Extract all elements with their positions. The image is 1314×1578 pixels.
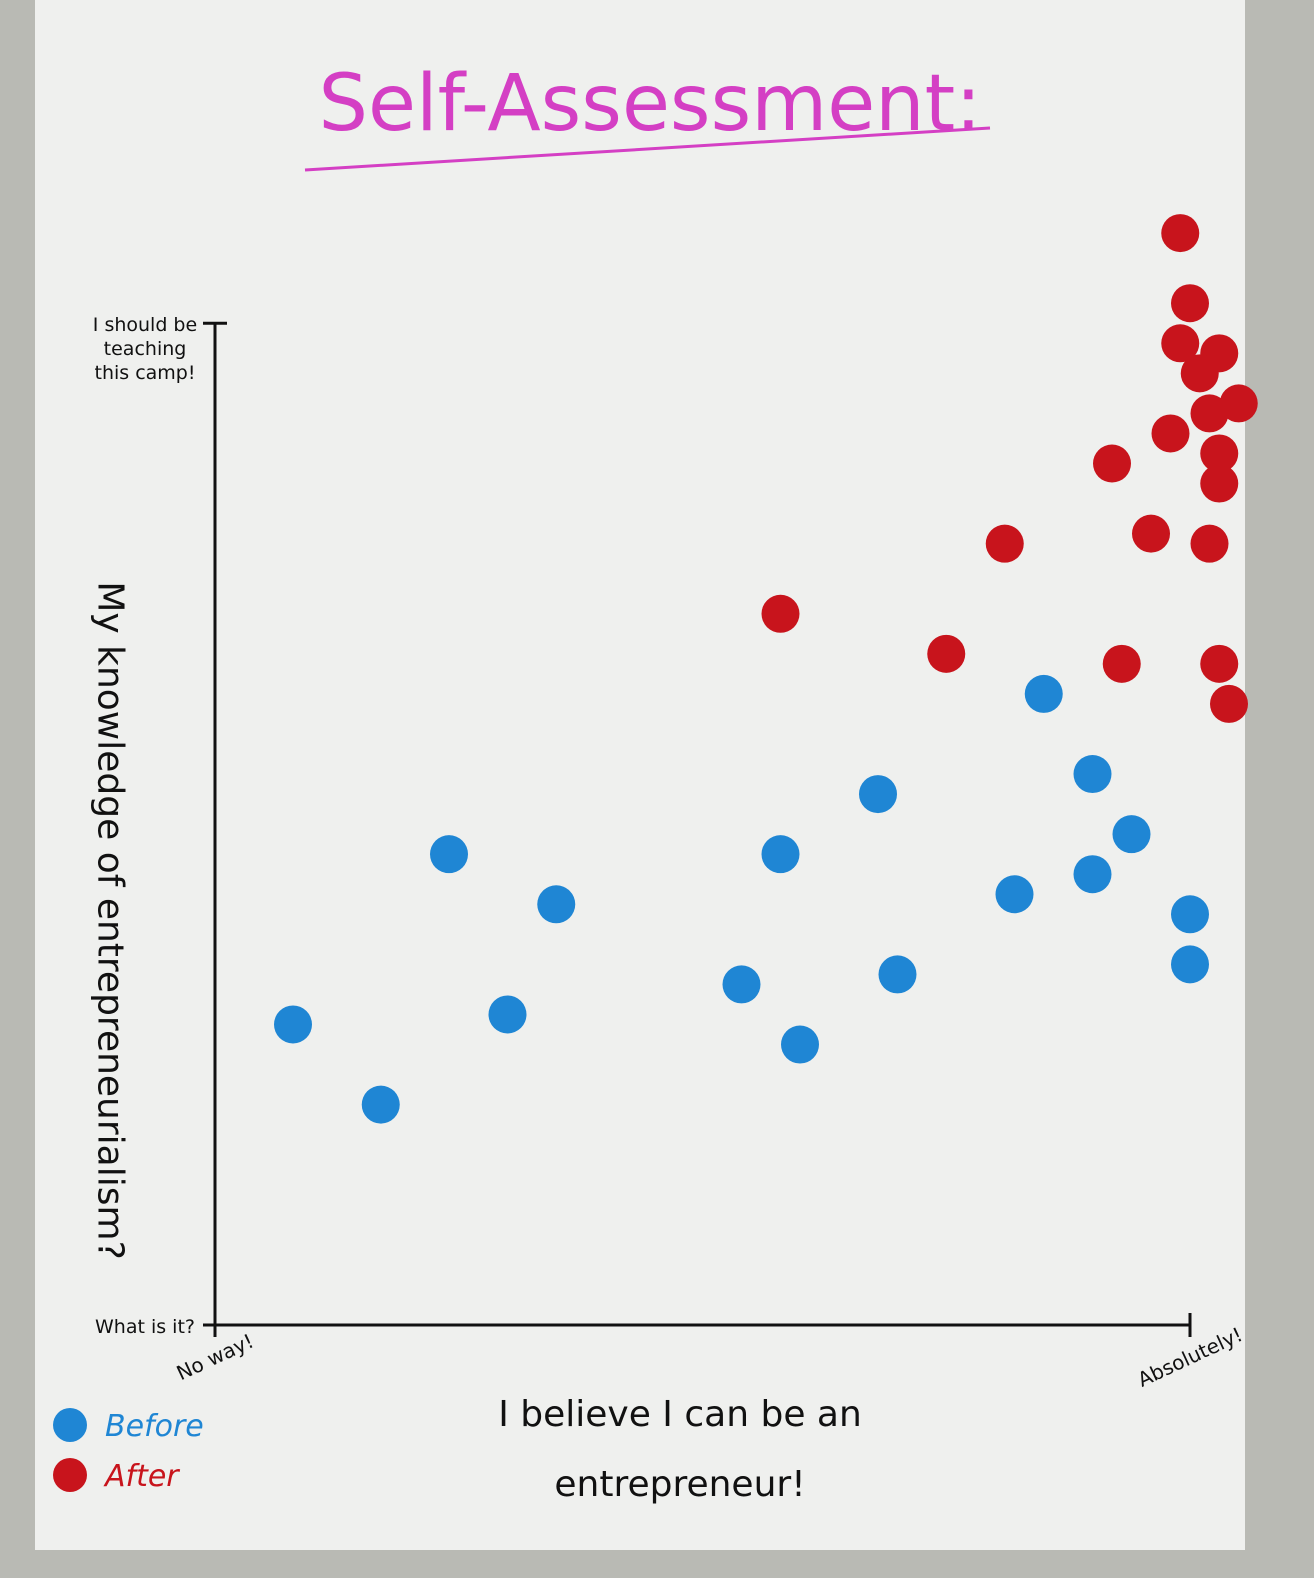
point bbox=[430, 835, 468, 874]
legend-label: Before bbox=[105, 1409, 204, 1444]
point bbox=[1171, 284, 1209, 323]
point bbox=[1171, 895, 1209, 934]
point bbox=[1112, 815, 1151, 854]
point bbox=[722, 965, 761, 1004]
y-tick-label: What is it? bbox=[95, 1316, 195, 1338]
point bbox=[1180, 354, 1219, 393]
point bbox=[995, 875, 1034, 914]
point bbox=[274, 1005, 312, 1044]
point bbox=[761, 594, 800, 633]
paper bbox=[35, 0, 1245, 1550]
point bbox=[1200, 644, 1239, 683]
point bbox=[1132, 514, 1170, 553]
point bbox=[1200, 434, 1239, 473]
point bbox=[1190, 524, 1229, 563]
x-axis-label: I believe I can be an entrepreneur! bbox=[498, 1394, 862, 1505]
point bbox=[878, 955, 917, 994]
y-tick-label: I should be teaching this camp! bbox=[92, 314, 198, 385]
point bbox=[927, 634, 966, 673]
point bbox=[781, 1025, 819, 1064]
point bbox=[488, 995, 527, 1034]
point bbox=[761, 835, 800, 874]
legend-label: After bbox=[103, 1459, 180, 1494]
legend-swatch bbox=[53, 1408, 87, 1442]
point bbox=[1073, 855, 1112, 894]
point bbox=[1219, 384, 1258, 423]
point bbox=[361, 1085, 400, 1124]
point bbox=[1171, 945, 1209, 984]
point bbox=[1102, 644, 1141, 683]
legend-swatch bbox=[53, 1458, 87, 1492]
y-axis-label: My knowledge of entrepreneurialism? bbox=[89, 581, 131, 1260]
point bbox=[1024, 674, 1063, 713]
point bbox=[1200, 464, 1239, 503]
point bbox=[1210, 684, 1248, 723]
point bbox=[1161, 214, 1200, 253]
title-underline bbox=[304, 126, 991, 172]
point bbox=[1093, 444, 1131, 483]
point bbox=[1073, 755, 1112, 794]
point bbox=[1161, 324, 1200, 363]
point bbox=[537, 885, 576, 924]
point bbox=[985, 524, 1024, 563]
point bbox=[1190, 394, 1229, 433]
point bbox=[1151, 414, 1190, 453]
point bbox=[859, 775, 897, 814]
